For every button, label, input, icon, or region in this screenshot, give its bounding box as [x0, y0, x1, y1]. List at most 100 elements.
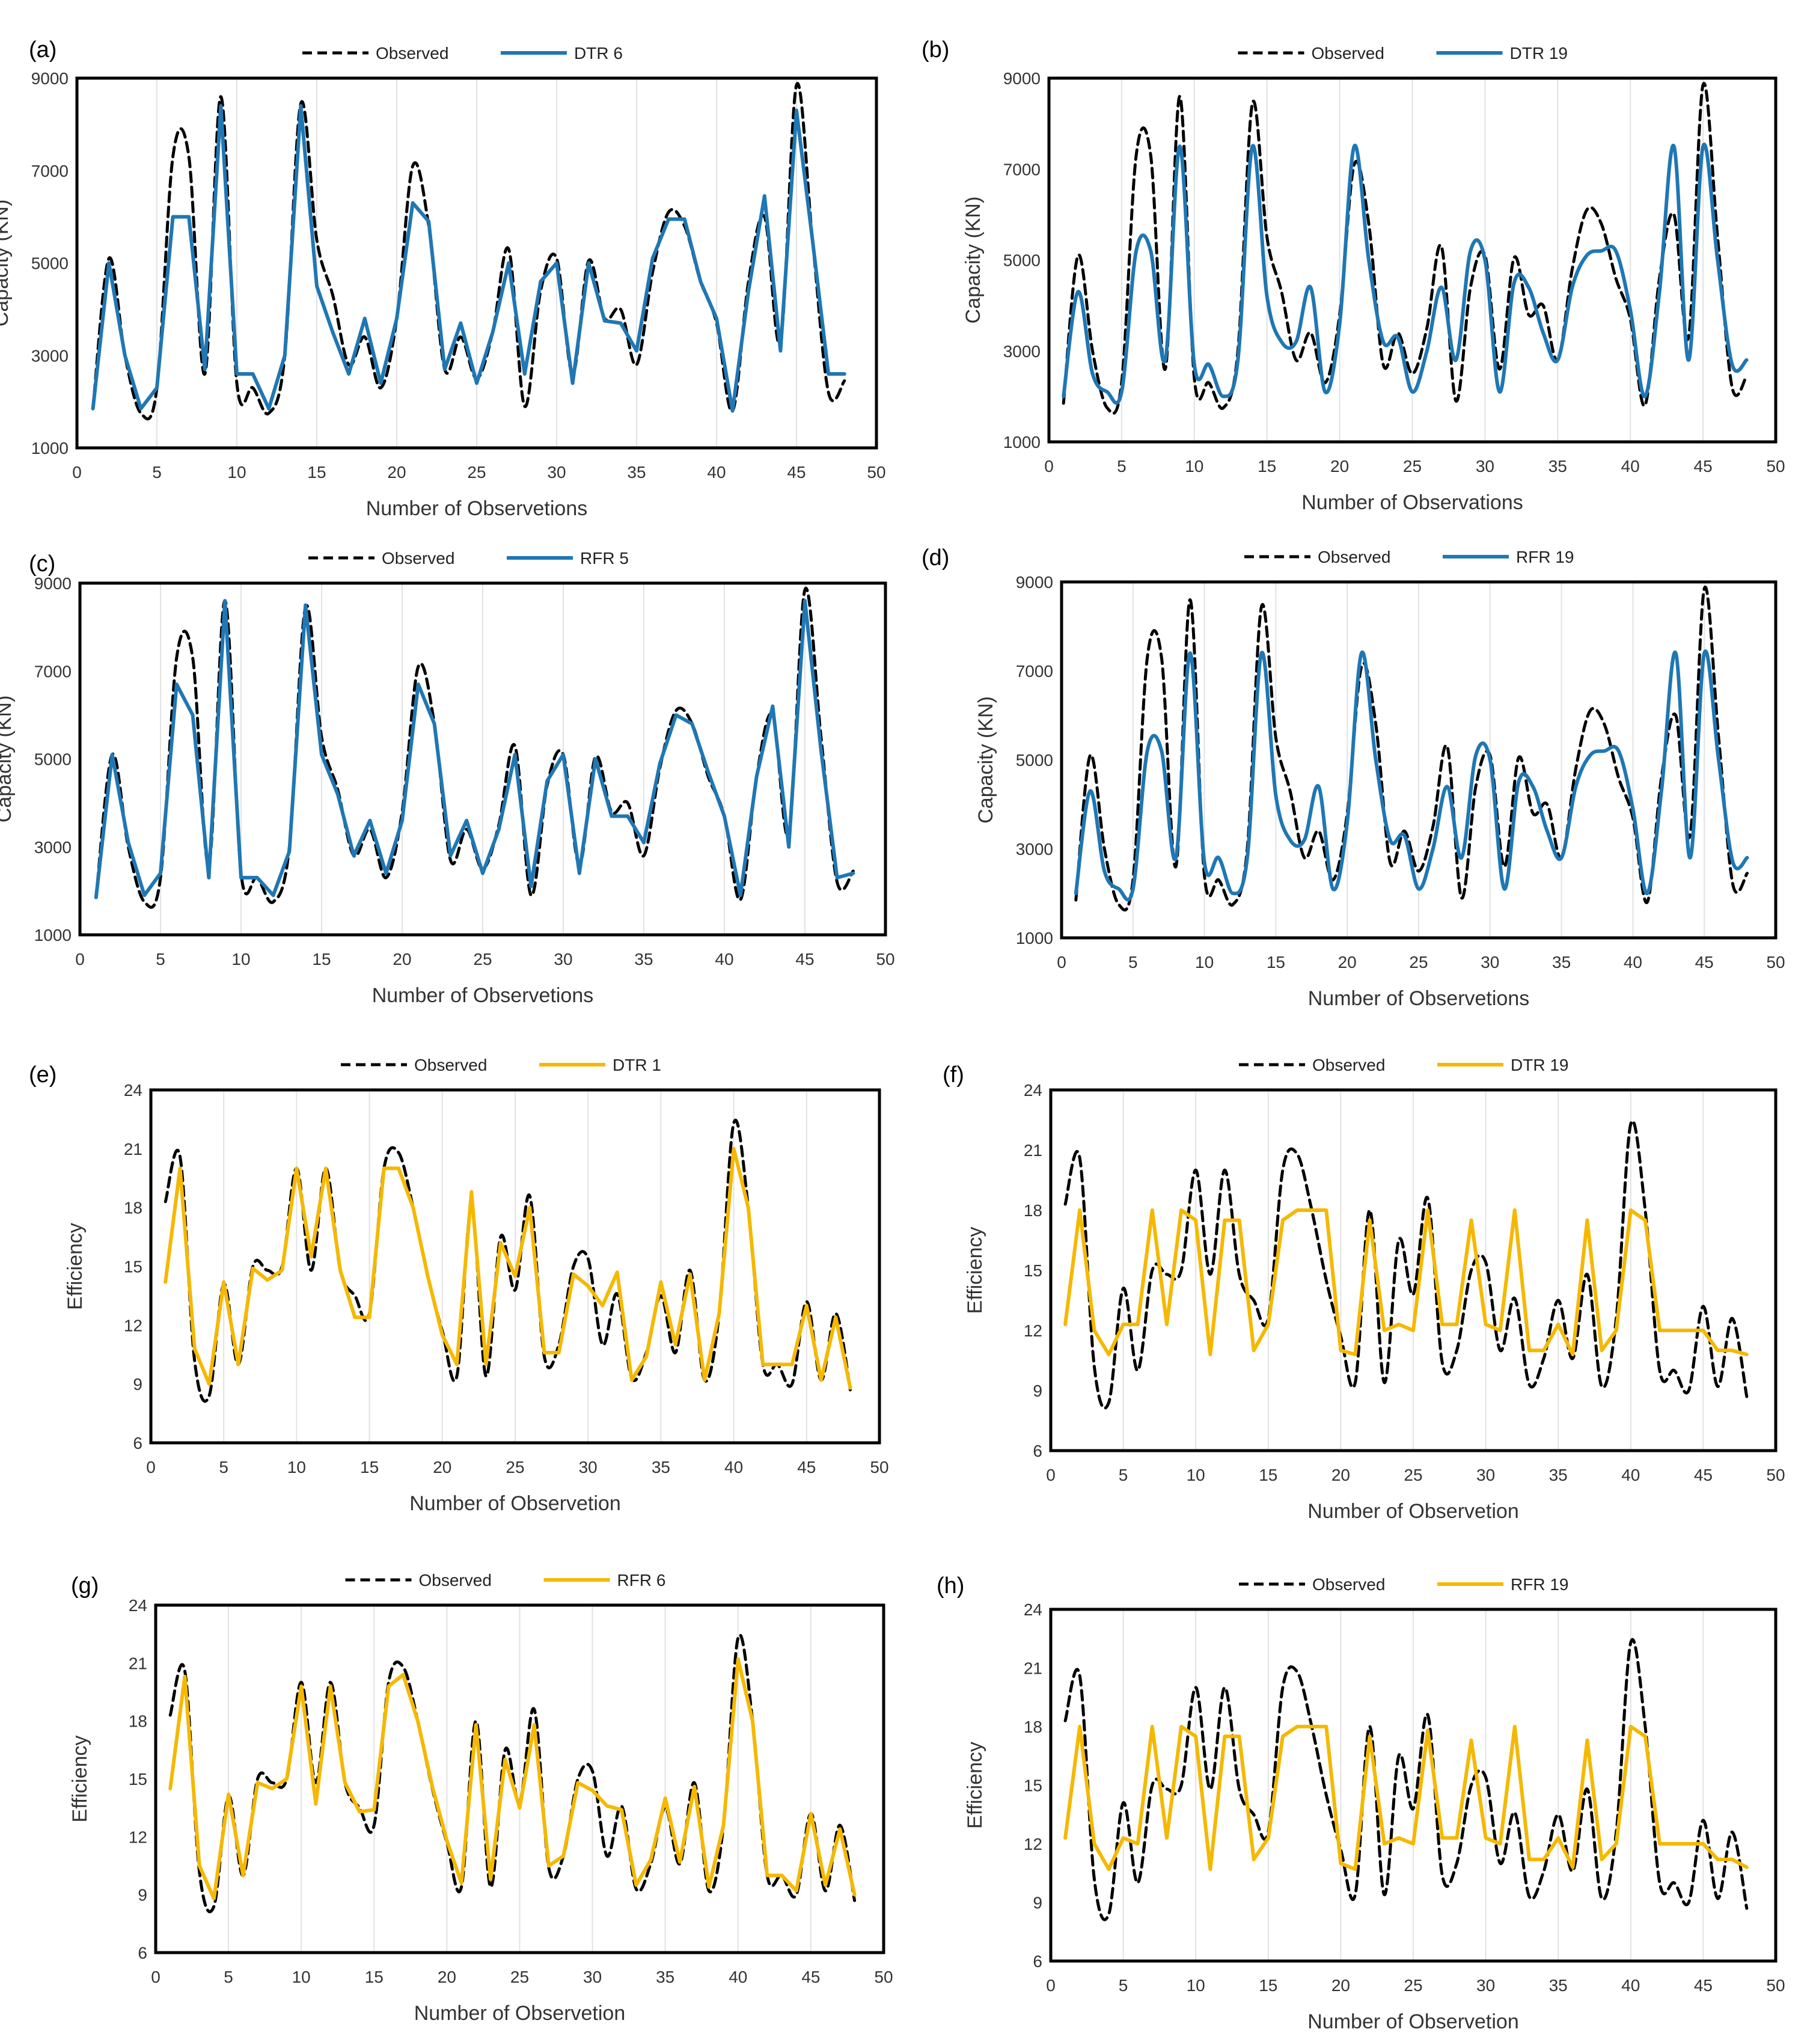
chart-panel: (e) 0 5 10 15 20 25 30 35 40 45 50 6 9 12 15 18 21 24 Obser… [29, 1056, 889, 1515]
x-tick-label: 50 [867, 463, 885, 482]
legend-label: RFR 19 [1516, 548, 1574, 566]
y-tick-label: 18 [1024, 1201, 1042, 1220]
chart-panel: (a) 0 5 10 15 20 25 30 35 40 45 50 1000 3000 5000 7000 9… [0, 37, 886, 520]
x-tick-label: 40 [1624, 953, 1642, 972]
legend-label: Observed [414, 1056, 487, 1074]
y-tick-label: 5000 [31, 254, 69, 273]
x-tick-label: 50 [870, 1458, 888, 1476]
x-tick-label: 10 [287, 1458, 306, 1476]
y-tick-label: 21 [1024, 1141, 1042, 1160]
plot-border [154, 1603, 885, 1954]
x-tick-label: 40 [1621, 1466, 1640, 1484]
x-tick-label: 5 [156, 950, 165, 968]
x-tick-label: 30 [1476, 1466, 1495, 1484]
legend-label: Observed [419, 1571, 492, 1590]
plot-border [1060, 580, 1778, 940]
y-tick-label: 3000 [34, 838, 72, 857]
series-line [1062, 142, 1749, 405]
series-line [164, 1146, 852, 1390]
x-tick-label: 5 [224, 1968, 233, 1986]
x-tick-label: 15 [307, 463, 326, 482]
x-tick-label: 15 [312, 950, 331, 968]
x-tick-label: 0 [146, 1458, 156, 1476]
x-tick-label: 10 [1195, 953, 1214, 972]
x-tick-label: 25 [1404, 1466, 1422, 1484]
x-axis-label: Number of Observetions [366, 497, 588, 520]
y-tick-label: 7000 [1016, 662, 1053, 681]
legend-label: Observed [1312, 44, 1384, 63]
x-tick-label: 45 [801, 1968, 820, 1986]
x-tick-label: 25 [467, 463, 486, 482]
y-tick-label: 1000 [1016, 929, 1053, 947]
x-tick-label: 20 [1330, 457, 1349, 476]
x-tick-label: 50 [876, 950, 894, 968]
y-tick-label: 9 [138, 1886, 147, 1905]
y-tick-label: 9000 [31, 69, 69, 88]
y-tick-label: 15 [1024, 1261, 1042, 1280]
chart-panel: (c) 0 5 10 15 20 25 30 35 40 45 50 1000 3000 5000 7000 9… [0, 549, 895, 1007]
x-tick-label: 35 [634, 950, 653, 968]
legend-label: RFR 19 [1511, 1575, 1568, 1594]
legend-label: RFR 5 [580, 549, 629, 568]
y-axis-label: Capacity (KN) [0, 696, 16, 823]
x-tick-label: 35 [627, 463, 646, 482]
y-tick-label: 15 [1024, 1776, 1042, 1795]
y-tick-label: 21 [124, 1140, 142, 1158]
x-tick-label: 40 [1621, 1976, 1640, 1995]
x-tick-label: 45 [795, 950, 814, 968]
plot-border [1047, 76, 1778, 444]
y-tick-label: 21 [129, 1654, 147, 1672]
y-tick-label: 18 [124, 1199, 142, 1217]
y-axis-label: Efficiency [64, 1223, 87, 1310]
chart-panel: (g) 0 5 10 15 20 25 30 35 40 45 50 6 9 12 15 18 21 24 Obser… [69, 1571, 893, 2025]
legend-label: Observed [1318, 548, 1390, 566]
panel-label: (f) [943, 1062, 964, 1088]
x-tick-label: 0 [75, 950, 85, 968]
y-tick-label: 7000 [1003, 160, 1041, 179]
x-tick-label: 20 [1331, 1976, 1350, 1995]
legend-label: DTR 19 [1510, 44, 1568, 63]
y-tick-label: 6 [133, 1434, 142, 1452]
plot-border [75, 76, 878, 450]
y-axis-label: Capacity (KN) [0, 200, 13, 327]
panel-label: (a) [29, 37, 57, 63]
x-tick-label: 35 [1552, 953, 1571, 972]
legend-label: Observed [1312, 1056, 1385, 1074]
x-tick-label: 20 [393, 950, 411, 968]
y-tick-label: 1000 [31, 439, 69, 457]
legend-label: DTR 1 [613, 1056, 661, 1074]
panel-label: (c) [29, 551, 55, 577]
y-tick-label: 24 [124, 1081, 142, 1100]
x-tick-label: 5 [152, 463, 162, 482]
plot-border [1049, 1608, 1778, 1963]
y-tick-label: 9000 [1003, 69, 1041, 88]
x-tick-label: 10 [1187, 1976, 1205, 1995]
series-line [1063, 1119, 1749, 1410]
x-tick-label: 40 [707, 463, 726, 482]
x-tick-label: 15 [1267, 953, 1285, 972]
x-tick-label: 20 [438, 1968, 456, 1986]
x-tick-label: 30 [547, 463, 566, 482]
x-tick-label: 10 [292, 1968, 311, 1986]
panel-label: (d) [922, 545, 949, 571]
y-tick-label: 7000 [31, 162, 69, 180]
y-tick-label: 24 [1024, 1600, 1042, 1619]
y-tick-label: 7000 [34, 662, 72, 681]
x-tick-label: 25 [1409, 953, 1428, 972]
y-tick-label: 3000 [31, 346, 69, 365]
x-tick-label: 50 [1766, 457, 1785, 476]
x-tick-label: 40 [715, 950, 733, 968]
x-tick-label: 5 [219, 1458, 228, 1476]
x-tick-label: 30 [1481, 953, 1499, 972]
x-tick-label: 35 [652, 1458, 670, 1476]
y-tick-label: 12 [129, 1828, 147, 1846]
x-axis-label: Number of Observetions [372, 984, 594, 1007]
x-tick-label: 15 [1259, 1976, 1277, 1995]
x-tick-label: 45 [1694, 1976, 1713, 1995]
x-axis-label: Number of Observetion [409, 1492, 621, 1515]
y-tick-label: 5000 [1003, 251, 1041, 270]
y-tick-label: 18 [1024, 1718, 1042, 1736]
y-tick-label: 12 [1024, 1835, 1042, 1853]
x-axis-label: Number of Observetions [1308, 987, 1530, 1010]
